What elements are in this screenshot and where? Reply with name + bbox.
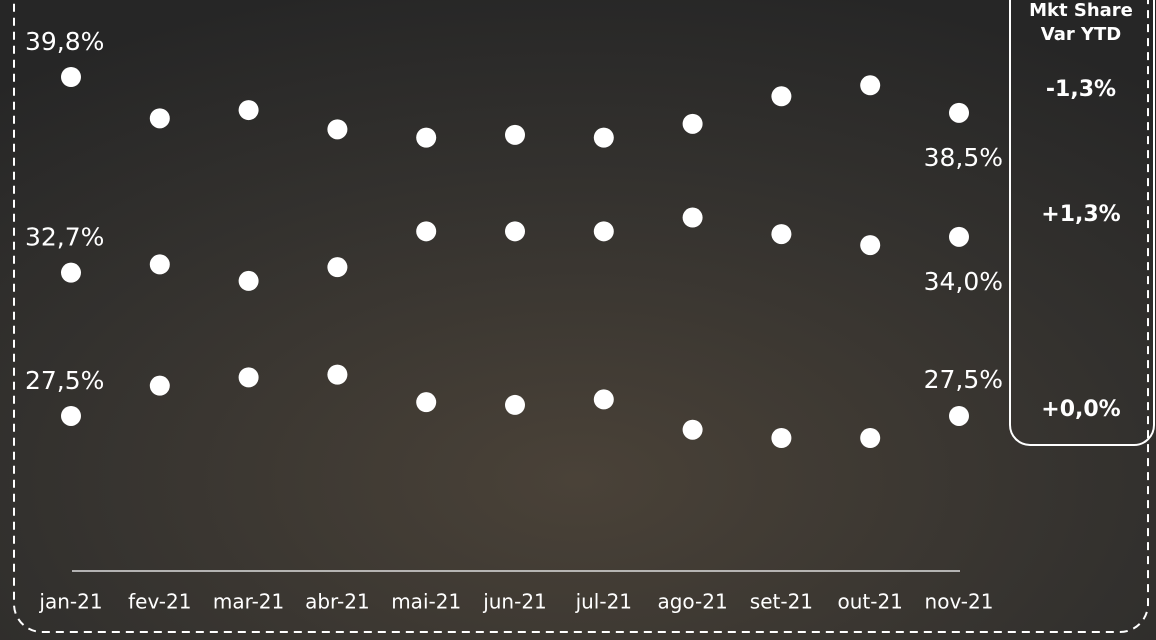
x-tick-label: mar-21 (213, 590, 284, 614)
data-point (61, 262, 81, 283)
data-label: 38,5% (924, 143, 1003, 172)
data-point (593, 389, 614, 410)
data-point (949, 226, 969, 247)
data-point (238, 367, 259, 388)
data-point (949, 102, 969, 123)
data-point (149, 108, 170, 129)
x-tick-label: mai-21 (391, 590, 461, 614)
x-tick-label: jan-21 (38, 590, 102, 614)
panel-value: -1,3% (1046, 77, 1116, 102)
x-tick-label: jul-21 (575, 590, 632, 614)
panel-title: Mkt Share (1029, 0, 1133, 21)
data-point (771, 428, 792, 448)
frame (13, 0, 1149, 633)
data-point (682, 419, 703, 440)
data-point (505, 124, 525, 145)
data-point (682, 207, 703, 228)
data-point (505, 221, 525, 242)
data-point (771, 86, 792, 107)
data-label: 32,7% (25, 223, 104, 252)
data-point (327, 364, 348, 385)
side-panel (1009, 0, 1155, 446)
data-point (238, 270, 259, 291)
data-point (327, 119, 348, 140)
data-point (61, 405, 81, 426)
data-point (238, 100, 259, 121)
x-tick-label: out-21 (837, 590, 902, 614)
x-tick-label: fev-21 (128, 590, 191, 614)
data-point (593, 127, 614, 148)
data-label: 27,5% (924, 365, 1003, 394)
data-point (593, 221, 614, 242)
x-tick-label: ago-21 (657, 590, 727, 614)
data-point (860, 75, 881, 96)
panel-title: Var YTD (1041, 24, 1122, 45)
x-tick-label: abr-21 (305, 590, 370, 614)
data-point (860, 235, 881, 256)
data-point (949, 405, 969, 426)
data-point (416, 221, 437, 242)
data-label: 34,0% (924, 267, 1003, 296)
data-point (505, 394, 525, 415)
x-tick-label: set-21 (750, 590, 813, 614)
data-point (860, 428, 881, 448)
data-point (682, 113, 703, 134)
x-tick-label: jun-21 (482, 590, 547, 614)
data-point (416, 392, 437, 413)
data-point (416, 127, 437, 148)
panel-value: +1,3% (1041, 202, 1120, 227)
data-label: 39,8% (25, 27, 104, 56)
panel-value: +0,0% (1041, 397, 1120, 422)
data-label: 27,5% (25, 366, 104, 395)
data-point (149, 375, 170, 396)
x-tick-label: nov-21 (925, 590, 994, 614)
data-point (61, 67, 81, 87)
data-point (327, 257, 348, 278)
data-point (149, 254, 170, 275)
data-point (771, 224, 792, 245)
